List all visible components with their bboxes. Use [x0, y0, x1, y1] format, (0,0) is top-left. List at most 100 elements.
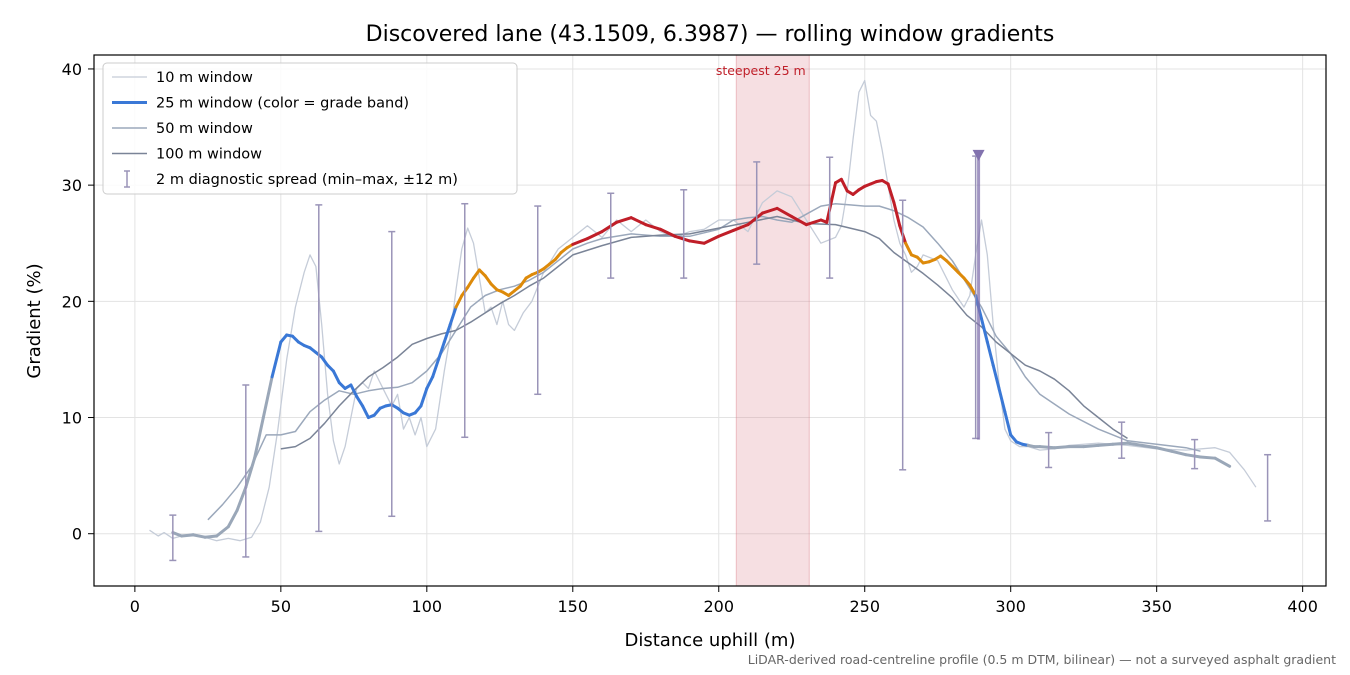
grade-segment [585, 230, 604, 241]
grade-segment [1140, 443, 1159, 450]
grade-segment [372, 406, 382, 417]
legend-label: 10 m window [156, 70, 253, 86]
grade-segment [191, 533, 207, 539]
x-tick-label: 50 [271, 597, 291, 616]
grade-segment [702, 234, 721, 245]
grade-segment [483, 274, 493, 286]
y-axis-label: Gradient (%) [24, 263, 45, 378]
series-line-100-m-window [280, 215, 1128, 450]
grade-segment [436, 340, 446, 361]
x-tick-label: 400 [1287, 597, 1318, 616]
grade-segment [1038, 445, 1056, 450]
x-tick-label: 300 [995, 597, 1026, 616]
legend-label: 50 m window [156, 121, 253, 137]
grade-segment [171, 531, 184, 538]
grade-segment [270, 340, 283, 379]
grade-segment [629, 216, 648, 227]
grade-segment [615, 216, 633, 224]
y-tick-label: 30 [62, 176, 82, 195]
legend-box [102, 62, 518, 195]
series-line-10-m-window [149, 79, 1257, 542]
grade-segment [790, 215, 808, 227]
grade-segment [980, 317, 989, 344]
grade-segment [244, 456, 257, 489]
grade-segment [215, 525, 230, 538]
grade-segment [442, 323, 452, 344]
grade-segment [1111, 441, 1129, 446]
axes-frame [93, 54, 1327, 587]
grade-segment [448, 305, 458, 327]
y-tick-label: 10 [62, 409, 82, 428]
grade-segment [349, 383, 359, 399]
grade-segment [1184, 453, 1202, 459]
grade-segment [991, 363, 1001, 390]
grade-segment [688, 239, 706, 245]
grade-segment [571, 237, 589, 246]
grade-segment [804, 218, 823, 227]
x-tick-label: 200 [703, 597, 734, 616]
grade-segment [746, 211, 765, 227]
grade-segment [253, 416, 265, 460]
grade-segment [717, 228, 735, 238]
grade-segment [466, 276, 476, 289]
grade-segment [825, 181, 838, 224]
legend: 10 m window 25 m window (color = grade ba… [102, 62, 518, 195]
grade-segment [904, 241, 913, 257]
x-tick-label: 350 [1141, 597, 1172, 616]
grade-segment [320, 355, 330, 367]
series-line-50-m-window [207, 202, 1201, 521]
y-tick-label: 40 [62, 60, 82, 79]
errorbars [169, 155, 1272, 562]
steepest-band [735, 54, 810, 587]
grade-segment [261, 375, 274, 420]
grade-segment [1213, 456, 1232, 468]
y-tick-label: 0 [72, 525, 82, 544]
grade-segment [673, 234, 692, 243]
x-tick-label: 0 [130, 597, 140, 616]
grade-segment [1169, 449, 1188, 457]
grade-segment [518, 276, 528, 288]
legend-label: 100 m window [156, 147, 262, 163]
legend-label: 25 m window (color = grade band) [156, 96, 409, 112]
grade-segment [425, 375, 435, 390]
grade-segment [968, 283, 978, 298]
grade-segment [962, 276, 972, 287]
grade-segment [658, 227, 677, 238]
grade-segment [886, 182, 896, 205]
grade-segment [839, 177, 849, 193]
grade-segment [1125, 441, 1144, 447]
series-group [149, 79, 1257, 542]
grade-segment [892, 201, 902, 228]
grade-segment [180, 533, 195, 538]
grade-segment [203, 534, 219, 539]
grade-segment [226, 508, 239, 529]
ticks: 0 50 100 150 200 250 300 350 400 0 10 20 30 40 [62, 60, 1318, 616]
x-tick-label: 250 [849, 597, 880, 616]
plot-area: steepest 25 m 0 50 100 150 200 250 300 350 400 0 10… [62, 54, 1327, 616]
grade-segment [413, 404, 423, 415]
grade-segment [600, 220, 619, 234]
grade-segment [235, 485, 248, 512]
grade-segment [1096, 442, 1115, 447]
grade-segment [775, 206, 794, 219]
grade-segment [997, 386, 1007, 414]
steepest-band-label: steepest 25 m [716, 63, 806, 78]
grade-segment [279, 333, 289, 344]
grade-segment [644, 223, 662, 231]
grade-segment [1198, 455, 1217, 460]
marker-triangle [972, 149, 985, 161]
grade-segment [431, 357, 440, 379]
y-tick-label: 20 [62, 292, 82, 311]
grade-segment [361, 404, 370, 420]
footnote: LiDAR-derived road-centreline profile (0… [748, 652, 1336, 667]
x-tick-label: 100 [412, 597, 443, 616]
grade-segment [419, 386, 429, 408]
grade-segment [1052, 445, 1071, 450]
grade-segment [454, 294, 464, 309]
grade-segment [1155, 446, 1173, 453]
chart-title: Discovered lane (43.1509, 6.3987) — roll… [366, 22, 1055, 47]
grade-segment [331, 369, 341, 385]
grade-segment [472, 268, 481, 280]
grade-segment [1003, 410, 1013, 437]
